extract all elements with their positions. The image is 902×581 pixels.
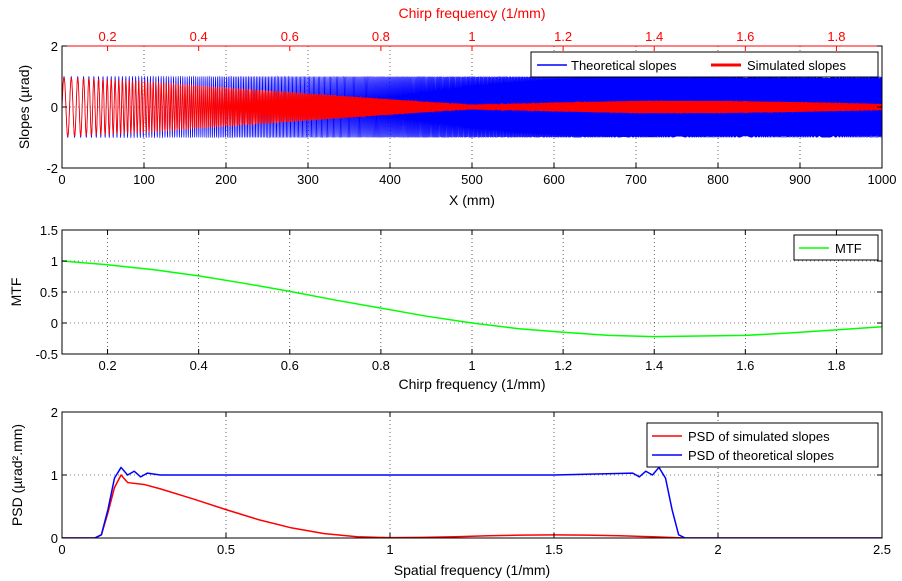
psd-chart: 0 0.5 1 1.5 2 2.5 0 1 2 Spatial frequency (1/mm)…	[9, 405, 891, 578]
x-tick-label: 1.5	[545, 542, 563, 557]
x-tick-label: 0.4	[190, 358, 208, 373]
y-axis-label-mtf: MTF	[8, 278, 24, 307]
series-line-2-0	[62, 474, 882, 538]
x-tick-label: 1.8	[827, 358, 845, 373]
x-tick-label: 1.4	[645, 358, 663, 373]
y-tick-label: 2	[51, 405, 58, 420]
legend-label-psd-theoretical: PSD of theoretical slopes	[688, 448, 834, 463]
legend-slopes: Theoretical slopes Simulated slopes	[530, 51, 879, 78]
x-tick-label: 0.5	[217, 542, 235, 557]
top-axis-tick-label: 1.8	[827, 29, 845, 44]
x-tick-label: 0.6	[281, 358, 299, 373]
ticks-psd: 0 0.5 1 1.5 2 2.5 0 1 2	[51, 405, 891, 557]
series-line-1-0	[62, 260, 882, 338]
x-tick-label: 400	[379, 172, 401, 187]
ticks-mtf: 0.2 0.4 0.6 0.8 1 1.2 1.4 1.6 1.8 -0.5 0 0.5 1 1.5	[36, 223, 882, 373]
series-line-simulated	[62, 77, 882, 137]
y-tick-label: 0	[51, 100, 58, 115]
y-tick-label: -0.5	[36, 347, 58, 362]
x-tick-label: 900	[789, 172, 811, 187]
legend-psd: PSD of simulated slopes PSD of theoretic…	[646, 422, 879, 468]
top-axis-tick-label: 1.4	[645, 29, 663, 44]
x-tick-label: 500	[461, 172, 483, 187]
legend-label-psd-simulated: PSD of simulated slopes	[688, 429, 830, 444]
x-axis-label-mtf: Chirp frequency (1/mm)	[398, 376, 545, 392]
x-tick-label: 0.8	[372, 358, 390, 373]
y-axis-label-psd: PSD (µrad².mm)	[9, 424, 25, 526]
x-tick-label: 0	[58, 542, 65, 557]
legend-label-mtf: MTF	[835, 241, 862, 256]
x-tick-label: 1	[386, 542, 393, 557]
top-axis-label: Chirp frequency (1/mm)	[398, 5, 545, 21]
top-axis-tick-label: 0.4	[190, 29, 208, 44]
y-tick-label: 1	[51, 254, 58, 269]
top-axis-tick-label: 1	[468, 29, 475, 44]
y-tick-label: 0	[51, 531, 58, 546]
top-axis-tick-label: 0.6	[281, 29, 299, 44]
x-tick-label: 1	[468, 358, 475, 373]
legend-box-psd	[646, 422, 879, 468]
x-tick-label: 800	[707, 172, 729, 187]
legend-mtf: MTF	[793, 234, 879, 261]
top-axis-tick-label: 0.2	[99, 29, 117, 44]
legend-label-theoretical: Theoretical slopes	[571, 58, 677, 73]
y-axis-label-slopes: Slopes (µrad)	[16, 65, 32, 149]
series-psd	[62, 466, 882, 538]
x-tick-label: 300	[297, 172, 319, 187]
series-mtf	[62, 260, 882, 338]
y-tick-label: 0	[51, 316, 58, 331]
y-tick-label: -2	[46, 161, 58, 176]
top-axis-tick-label: 1.2	[554, 29, 572, 44]
x-tick-label: 600	[543, 172, 565, 187]
legend-box-slopes	[530, 51, 879, 78]
y-tick-label: 1	[51, 468, 58, 483]
x-tick-label: 200	[215, 172, 237, 187]
x-tick-label: 1.6	[736, 358, 754, 373]
x-tick-label: 2.5	[873, 542, 891, 557]
x-tick-label: 100	[133, 172, 155, 187]
x-tick-label: 0	[58, 172, 65, 187]
y-tick-label: 0.5	[40, 285, 58, 300]
x-axis-label-psd: Spatial frequency (1/mm)	[394, 562, 550, 578]
top-axis-tick-label: 0.8	[372, 29, 390, 44]
y-tick-label: 2	[51, 39, 58, 54]
mtf-chart: 0.2 0.4 0.6 0.8 1 1.2 1.4 1.6 1.8 -0.5 0 0.5 1 1.5 Ch…	[8, 223, 883, 392]
top-axis-tick-label: 1.6	[736, 29, 754, 44]
x-axis-label-slopes: X (mm)	[449, 192, 495, 208]
x-tick-label: 1.2	[554, 358, 572, 373]
legend-label-simulated: Simulated slopes	[747, 58, 846, 73]
series-slopes	[62, 75, 882, 139]
x-tick-label: 700	[625, 172, 647, 187]
x-tick-label: 2	[714, 542, 721, 557]
x-tick-label: 0.2	[99, 358, 117, 373]
series-line-2-1	[62, 466, 882, 538]
y-tick-label: 1.5	[40, 223, 58, 238]
x-tick-label: 1000	[868, 172, 897, 187]
